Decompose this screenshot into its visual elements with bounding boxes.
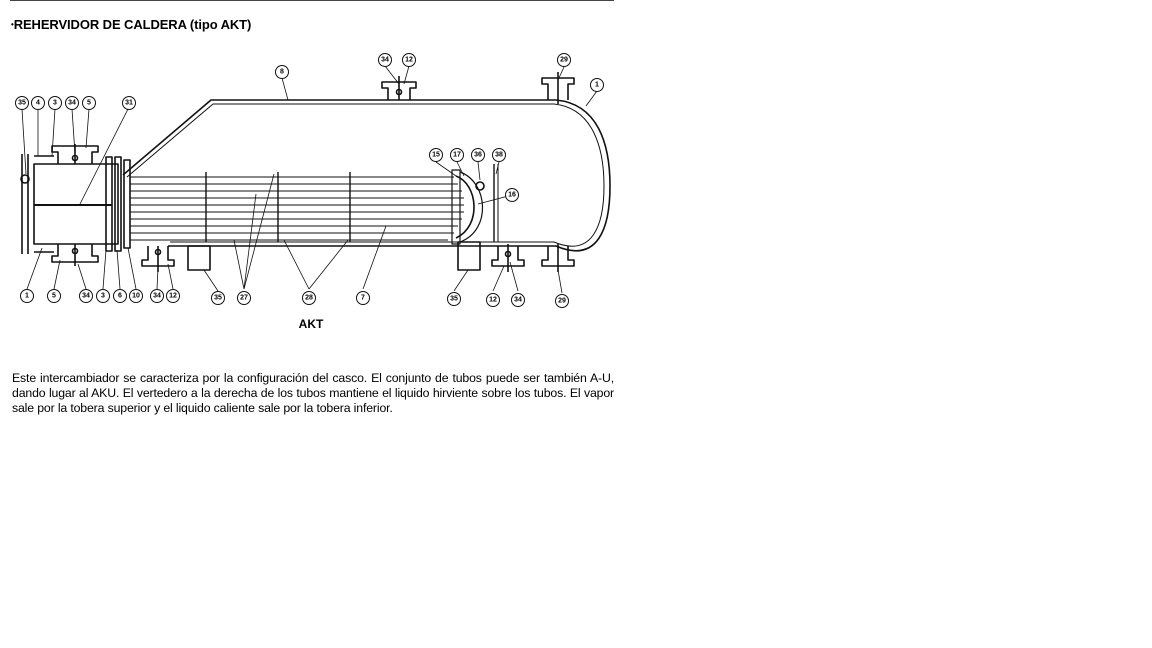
tube-support-baffles: [205, 172, 351, 242]
part-label: 5: [87, 100, 91, 107]
tube-bundle: [130, 176, 464, 241]
part-label: 3: [101, 293, 105, 300]
support-saddle-left: [187, 245, 211, 271]
part-label: 17: [453, 152, 461, 159]
part-label: 5: [52, 293, 56, 300]
heading-bullet: •: [11, 20, 14, 29]
part-label: 38: [495, 152, 503, 159]
part-label: 35: [214, 295, 222, 302]
top-divider: [10, 0, 614, 1]
floating-head: [455, 175, 475, 239]
part-label: 15: [432, 152, 440, 159]
part-label: 35: [18, 100, 26, 107]
part-label: 34: [68, 100, 76, 107]
diagram-svg: 35 4 3 34 5 31 8 34 12 29 1 15 17 36 38 …: [15, 53, 611, 331]
section-heading: •REHERVIDOR DE CALDERA (tipo AKT): [11, 17, 251, 32]
part-label: 12: [405, 57, 413, 64]
heading-text: REHERVIDOR DE CALDERA (tipo AKT): [13, 17, 252, 32]
part-label: 34: [514, 297, 522, 304]
part-label: 4: [36, 100, 40, 107]
tubesheet-flange-2: [114, 156, 122, 252]
part-label: 7: [361, 295, 365, 302]
part-label: 12: [169, 293, 177, 300]
shell-outline: [122, 99, 611, 252]
figure-caption: AKT: [299, 317, 324, 331]
instrument-connection: [20, 174, 30, 184]
part-label: 12: [489, 297, 497, 304]
part-label: 34: [381, 57, 389, 64]
part-label: 34: [82, 293, 90, 300]
part-label: 31: [125, 100, 133, 107]
vent-fitting: [475, 181, 485, 191]
part-label: 3: [53, 100, 57, 107]
part-label: 34: [153, 293, 161, 300]
part-label: 10: [132, 293, 140, 300]
support-saddle-right: [457, 241, 481, 271]
shell-inner-outline: [126, 103, 605, 247]
part-label: 8: [280, 69, 284, 76]
part-label: 29: [558, 298, 566, 305]
part-label: 16: [508, 192, 516, 199]
part-label: 1: [595, 82, 599, 89]
part-label: 27: [240, 295, 248, 302]
part-label: 35: [450, 296, 458, 303]
part-label: 6: [118, 293, 122, 300]
tubesheet: [123, 159, 131, 249]
part-label: 36: [474, 152, 482, 159]
description-paragraph: Este intercambiador se caracteriza por l…: [12, 371, 614, 415]
part-label: 28: [305, 295, 313, 302]
akt-reboiler-diagram: 35 4 3 34 5 31 8 34 12 29 1 15 17 36 38 …: [8, 44, 618, 338]
part-label: 29: [560, 57, 568, 64]
part-label: 1: [25, 293, 29, 300]
